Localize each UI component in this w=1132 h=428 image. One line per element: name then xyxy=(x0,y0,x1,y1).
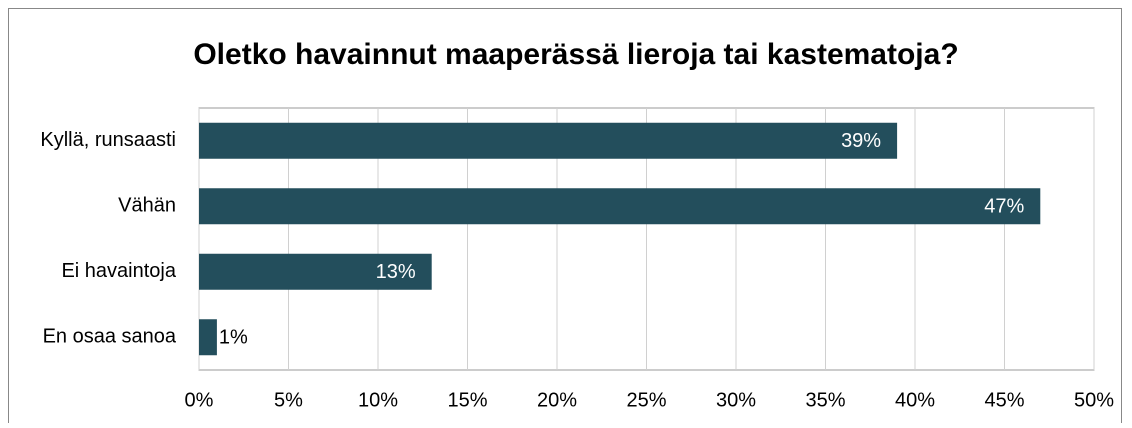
x-tick-label: 30% xyxy=(716,389,756,411)
bar xyxy=(199,188,1041,225)
data-label: 47% xyxy=(984,196,1024,218)
x-tick-label: 5% xyxy=(274,389,303,411)
x-tick-label: 15% xyxy=(447,389,487,411)
x-tick-label: 45% xyxy=(984,389,1024,411)
x-tick-label: 35% xyxy=(805,389,845,411)
x-tick-label: 25% xyxy=(626,389,666,411)
chart-title: Oletko havainnut maaperässä lieroja tai … xyxy=(193,38,958,71)
data-label: 1% xyxy=(219,327,248,349)
y-tick-label: Ei havaintoja xyxy=(61,260,176,282)
x-tick-label: 0% xyxy=(185,389,214,411)
x-tick-label: 10% xyxy=(358,389,398,411)
y-tick-label: Vähän xyxy=(118,195,176,217)
y-tick-label: Kyllä, runsaasti xyxy=(40,129,176,151)
data-label: 39% xyxy=(841,130,881,152)
x-tick-label: 40% xyxy=(895,389,935,411)
bar xyxy=(199,319,217,356)
y-tick-label: En osaa sanoa xyxy=(43,326,177,348)
bar xyxy=(199,122,898,159)
x-tick-label: 50% xyxy=(1074,389,1114,411)
data-label: 13% xyxy=(376,261,416,283)
x-tick-label: 20% xyxy=(537,389,577,411)
bar xyxy=(199,253,432,290)
